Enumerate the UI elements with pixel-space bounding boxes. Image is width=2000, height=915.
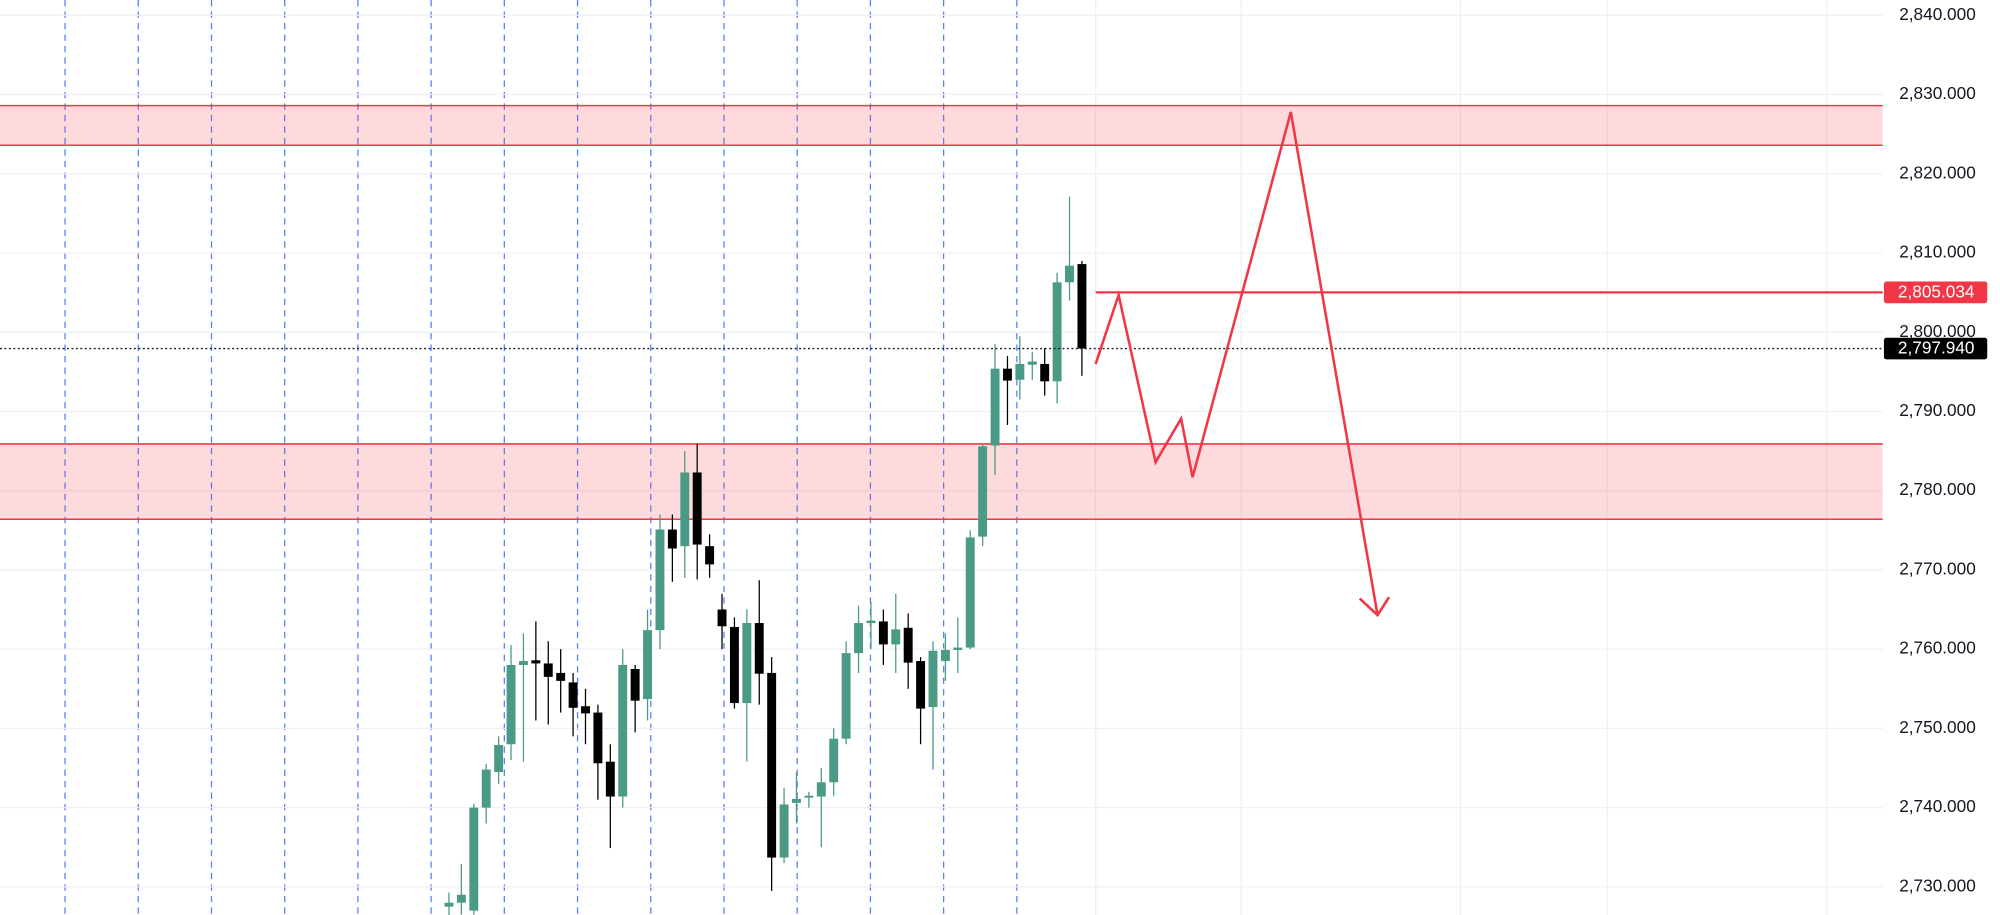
candle-body	[568, 682, 578, 708]
candle-body	[667, 529, 677, 549]
candle-body	[978, 446, 988, 537]
y-tick-label: 2,810.000	[1899, 242, 1976, 262]
candle-body	[990, 368, 1000, 446]
candle-body	[506, 665, 516, 745]
y-tick-label: 2,800.000	[1899, 321, 1976, 341]
candle-body	[692, 472, 702, 545]
candle-body	[891, 629, 901, 645]
candle-body	[543, 663, 553, 677]
candle-body	[767, 672, 777, 858]
y-tick-label: 2,790.000	[1899, 400, 1976, 420]
candle-body	[531, 660, 541, 664]
candle-body	[953, 647, 963, 650]
candle-body	[605, 761, 615, 797]
y-tick-label: 2,770.000	[1899, 558, 1976, 578]
candle-body	[717, 609, 727, 627]
candle-body	[878, 621, 888, 645]
y-tick-label: 2,730.000	[1899, 875, 1976, 895]
candle-body	[779, 804, 789, 858]
y-tick-label: 2,740.000	[1899, 796, 1976, 816]
candle-body	[655, 529, 665, 631]
candle-body	[729, 626, 739, 704]
candle-body	[792, 798, 801, 803]
candle-body	[1052, 282, 1062, 382]
candle-body	[1015, 363, 1025, 380]
candle-body	[940, 649, 950, 662]
candle-body	[916, 661, 926, 709]
candle-body	[518, 661, 528, 666]
candle-body	[593, 712, 603, 764]
candle-body	[854, 623, 863, 654]
candle-body	[754, 623, 764, 674]
candle-body	[903, 627, 913, 663]
last-price-label: 2,797.940	[1898, 338, 1975, 358]
zone	[0, 105, 1883, 146]
candle-body	[643, 630, 653, 700]
y-tick-label: 2,840.000	[1899, 4, 1976, 24]
candle-body	[481, 769, 491, 808]
candle-body	[1002, 368, 1012, 381]
candle-body	[816, 782, 826, 797]
candle-body	[456, 894, 466, 903]
candle-body	[1077, 264, 1087, 349]
candle-body	[469, 807, 479, 911]
candle-body	[680, 472, 690, 547]
y-tick-label: 2,760.000	[1899, 638, 1976, 658]
y-tick-label: 2,750.000	[1899, 717, 1976, 737]
candle-body	[494, 745, 504, 772]
candle-body	[866, 620, 876, 624]
candle-body	[1027, 361, 1037, 365]
price-line-label: 2,805.034	[1898, 282, 1975, 302]
candle-body	[556, 672, 566, 681]
candle-body	[928, 650, 938, 708]
candle-body	[1065, 265, 1074, 283]
projection-path	[1094, 111, 1379, 616]
candle-body	[581, 706, 590, 714]
background-grid	[1095, 0, 1828, 915]
price-line-badge	[1883, 281, 1988, 304]
y-tick-label: 2,780.000	[1899, 479, 1976, 499]
candle-body	[742, 623, 752, 704]
y-tick-label: 2,820.000	[1899, 162, 1976, 182]
candle-body	[630, 668, 640, 701]
candle-body	[965, 537, 975, 648]
candle-body	[618, 665, 628, 797]
candle-body	[841, 653, 851, 739]
candle-body	[804, 795, 814, 798]
candle-body	[444, 902, 454, 907]
arrow-head	[1358, 596, 1391, 618]
last-price-badge	[1883, 337, 1988, 360]
zone	[0, 443, 1883, 520]
y-tick-label: 2,830.000	[1899, 83, 1976, 103]
candle-body	[1040, 363, 1050, 382]
candle-body	[705, 546, 715, 565]
candle-body	[829, 738, 839, 783]
